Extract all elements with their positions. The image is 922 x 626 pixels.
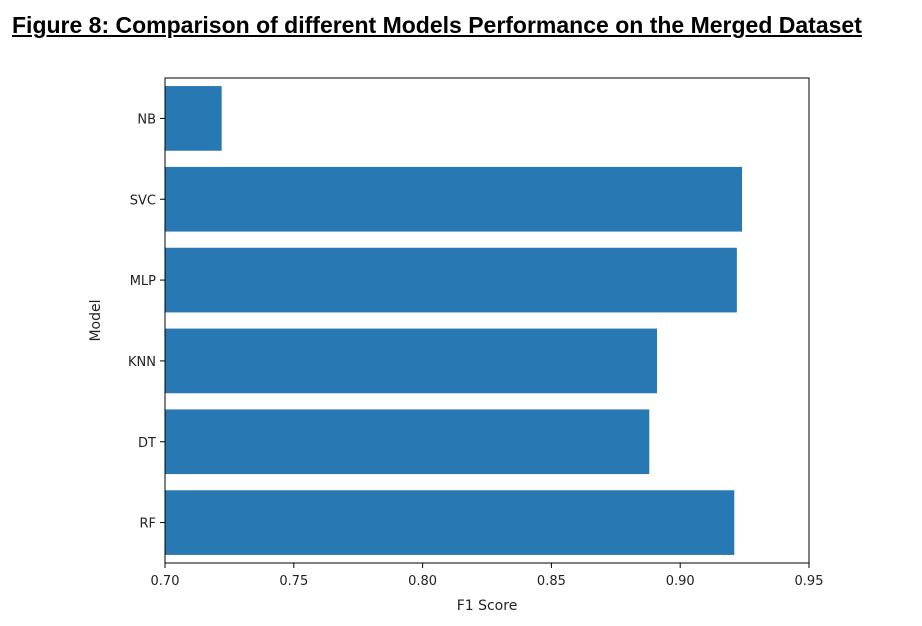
y-tick-label-dt: DT: [138, 436, 156, 451]
bars-layer: [165, 86, 743, 555]
figure-title: Figure 8: Comparison of different Models…: [12, 12, 862, 38]
x-axis-label: F1 Score: [457, 598, 518, 614]
y-tick-label-nb: NB: [137, 112, 156, 127]
x-tick-label: 0.90: [666, 574, 695, 589]
x-tick-label: 0.95: [795, 574, 824, 589]
bar-svc: [165, 166, 743, 232]
x-tick-label: 0.70: [151, 574, 180, 589]
bar-nb: [165, 86, 222, 151]
y-tick-label-rf: RF: [139, 517, 156, 532]
y-tick-label-svc: SVC: [130, 193, 156, 208]
bar-mlp: [165, 247, 737, 313]
y-axis-ticks: RF DT KNN MLP SVC NB: [128, 112, 165, 532]
x-tick-label: 0.80: [408, 574, 437, 589]
y-axis-label: Model: [88, 299, 104, 341]
x-tick-label: 0.85: [537, 574, 566, 589]
bar-dt: [165, 409, 650, 475]
plot-area-frame: [164, 77, 810, 564]
x-tick-label: 0.75: [279, 574, 308, 589]
x-axis-ticks: 0.70 0.75 0.80 0.85 0.90 0.95: [151, 563, 824, 589]
bar-knn: [165, 328, 658, 394]
bar-rf: [165, 490, 735, 555]
y-tick-label-mlp: MLP: [130, 274, 156, 289]
y-tick-label-knn: KNN: [128, 355, 156, 370]
